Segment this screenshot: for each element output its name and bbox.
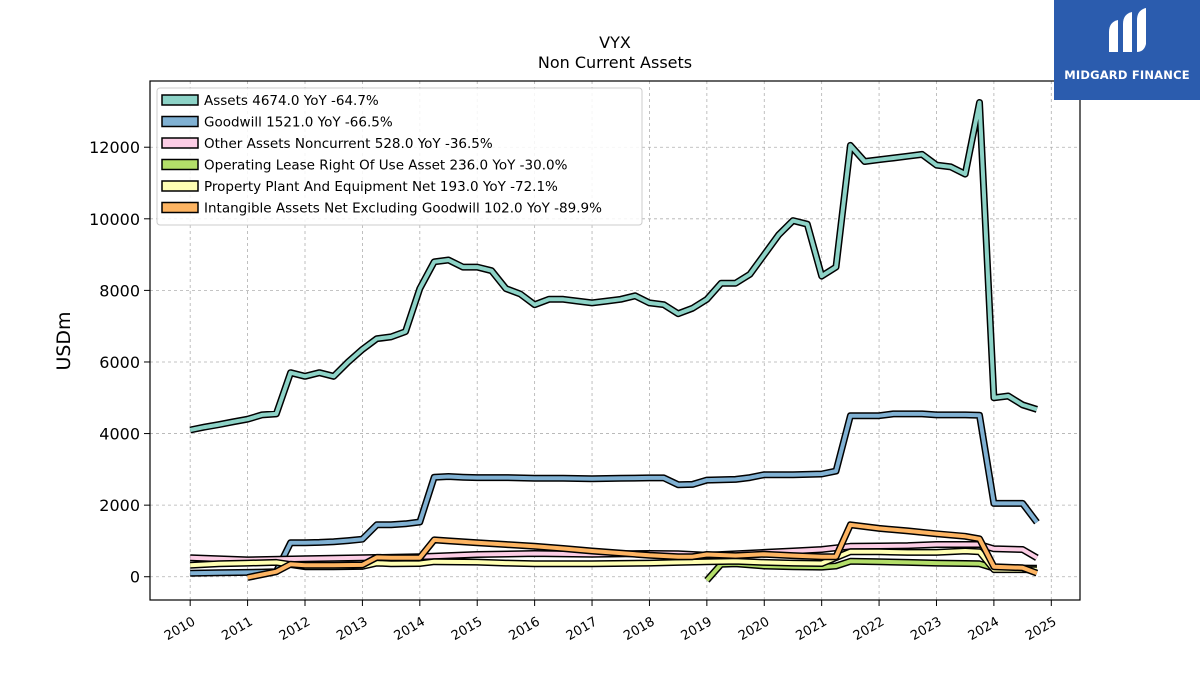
y-tick-label: 0 bbox=[130, 568, 140, 587]
x-tick-label: 2012 bbox=[277, 614, 313, 644]
plot-frame bbox=[149, 80, 1081, 601]
x-tick-label: 2015 bbox=[449, 614, 485, 644]
chart-title: VYX bbox=[599, 33, 631, 52]
brand-mark-icon bbox=[1109, 8, 1146, 52]
chart-subtitle: Non Current Assets bbox=[538, 53, 692, 72]
series-line bbox=[189, 100, 1038, 432]
series-line bbox=[190, 411, 1039, 576]
legend-entry: Operating Lease Right Of Use Asset 236.0… bbox=[204, 158, 568, 174]
plot-series bbox=[189, 99, 1040, 583]
x-tick-label: 2017 bbox=[564, 614, 600, 644]
x-tick-label: 2021 bbox=[794, 614, 830, 644]
x-tick-label: 2016 bbox=[506, 614, 542, 644]
legend-swatch bbox=[161, 137, 199, 149]
series-line bbox=[247, 522, 1038, 580]
y-tick-label: 8000 bbox=[99, 281, 140, 300]
legend-entry: Other Assets Noncurrent 528.0 YoY -36.5% bbox=[204, 136, 493, 152]
legend-swatch bbox=[161, 158, 199, 171]
x-tick-label: 2018 bbox=[621, 614, 657, 644]
x-tick-label: 2022 bbox=[851, 614, 887, 644]
x-tick-label: 2013 bbox=[334, 614, 370, 644]
legend: Assets 4674.0 YoY -64.7% Goodwill 1521.0 … bbox=[156, 87, 643, 226]
y-tick-label: 12000 bbox=[89, 138, 140, 157]
legend-box bbox=[156, 87, 643, 226]
y-axis-label: USDm bbox=[53, 311, 75, 370]
legend-swatch bbox=[161, 180, 199, 192]
legend-swatch bbox=[161, 201, 199, 214]
legend-entry: Property Plant And Equipment Net 193.0 Y… bbox=[204, 179, 558, 195]
y-tick-label: 6000 bbox=[99, 353, 140, 372]
x-tick-label: 2010 bbox=[162, 614, 198, 644]
legend-swatch bbox=[161, 115, 199, 128]
x-tick-label: 2024 bbox=[966, 614, 1002, 644]
x-tick-label: 2014 bbox=[392, 614, 428, 644]
brand-logo: MIDGARD FINANCE bbox=[1054, 0, 1200, 100]
legend-entry: Intangible Assets Net Excluding Goodwill… bbox=[204, 201, 602, 217]
y-tick-label: 10000 bbox=[89, 210, 140, 229]
legend-entry: Assets 4674.0 YoY -64.7% bbox=[204, 93, 379, 109]
y-tick-label: 2000 bbox=[99, 496, 140, 515]
x-tick-label: 2025 bbox=[1023, 614, 1059, 644]
x-tick-label: 2011 bbox=[219, 614, 255, 644]
brand-name: MIDGARD FINANCE bbox=[1064, 68, 1190, 82]
x-tick-label: 2019 bbox=[679, 614, 715, 644]
legend-swatch bbox=[161, 94, 199, 106]
y-tick-label: 4000 bbox=[99, 425, 140, 444]
x-tick-label: 2020 bbox=[736, 614, 772, 644]
legend-entry: Goodwill 1521.0 YoY -66.5% bbox=[204, 115, 393, 131]
x-tick-label: 2023 bbox=[908, 614, 944, 644]
